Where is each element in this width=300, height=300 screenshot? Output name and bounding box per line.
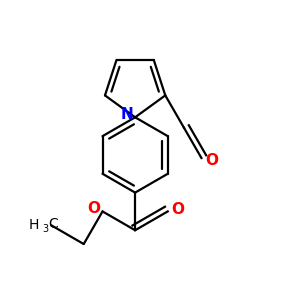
Text: N: N	[121, 107, 134, 122]
Text: C: C	[48, 217, 58, 231]
Text: H: H	[29, 218, 40, 232]
Text: O: O	[87, 201, 100, 216]
Text: O: O	[205, 152, 218, 167]
Text: O: O	[171, 202, 184, 217]
Text: 3: 3	[42, 224, 48, 234]
